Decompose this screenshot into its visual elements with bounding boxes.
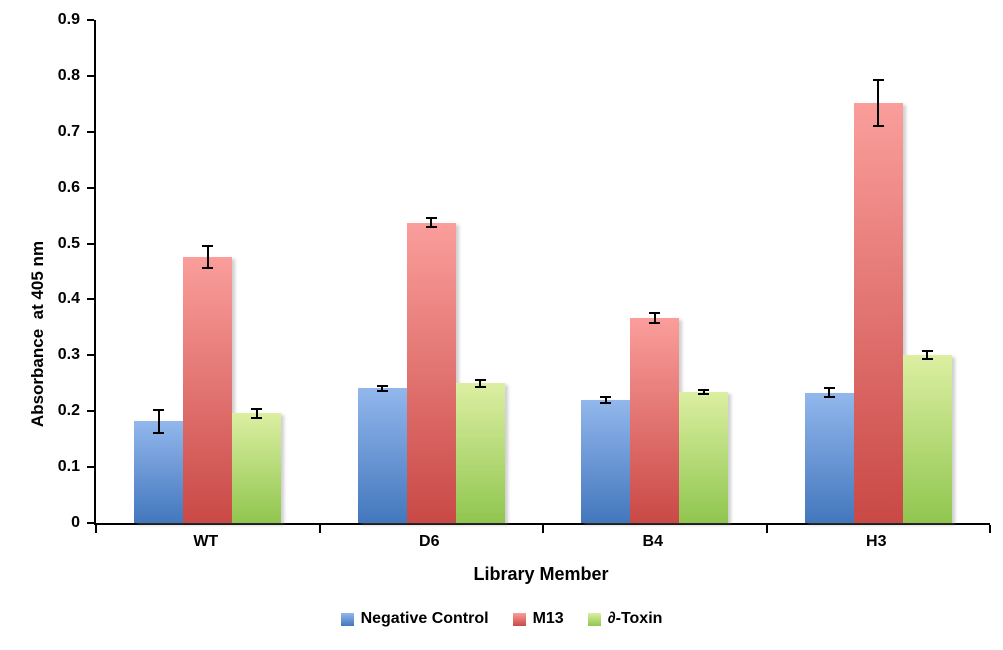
legend-item-m13: M13 — [512, 610, 564, 628]
error-bar-cap — [251, 416, 263, 419]
error-bar-cap — [376, 384, 388, 387]
x-axis-tick — [989, 525, 991, 533]
error-bar-cap — [649, 322, 661, 325]
y-axis-tick — [87, 19, 94, 21]
legend-swatch — [512, 612, 526, 626]
y-tick-label: 0.8 — [57, 66, 80, 84]
y-axis-tick — [87, 410, 94, 413]
y-axis-tick — [87, 130, 94, 133]
error-bar — [877, 80, 880, 127]
legend-swatch — [587, 612, 601, 626]
bar-∂-toxin-B4 — [679, 392, 729, 523]
error-bar-cap — [823, 396, 835, 399]
error-bar-cap — [921, 350, 933, 353]
error-bar-cap — [474, 378, 486, 381]
error-bar — [604, 396, 607, 404]
error-bar — [255, 408, 258, 418]
bar-∂-toxin-WT — [232, 413, 282, 523]
chart-legend: Negative Control M13 ∂-Toxin — [0, 610, 1003, 628]
error-bar-cap — [600, 402, 612, 405]
error-bar-cap — [921, 358, 933, 361]
error-bar-cap — [823, 387, 835, 390]
x-axis-tick — [542, 525, 544, 533]
bar-m13-D6 — [406, 222, 456, 523]
x-axis-tick — [765, 525, 768, 533]
plot-area — [87, 19, 991, 533]
error-bar — [926, 351, 929, 360]
bar-m13-B4 — [630, 318, 680, 523]
y-axis-tick — [87, 466, 94, 469]
x-axis-tick — [95, 525, 97, 533]
category-label-WT: WT — [193, 533, 219, 550]
legend-item-negative-control: Negative Control — [340, 610, 489, 628]
error-bar-cap — [600, 395, 612, 398]
error-bar-cap — [153, 432, 165, 435]
y-axis-tick — [87, 242, 94, 245]
error-bar-cap — [153, 408, 165, 411]
legend-label: Negative Control — [360, 610, 489, 627]
y-tick-label: 0.3 — [57, 346, 80, 364]
x-axis-tick — [318, 525, 321, 533]
error-bar — [206, 246, 209, 268]
error-bar — [479, 379, 482, 387]
y-axis-tick — [87, 354, 94, 357]
y-tick-label: 0.9 — [57, 11, 80, 28]
error-bar-cap — [872, 79, 884, 82]
y-tick-label: 0.6 — [57, 178, 80, 196]
bar-negative-control-WT — [134, 421, 184, 523]
error-bar — [702, 389, 705, 395]
error-bar-cap — [202, 266, 214, 269]
error-bar — [430, 218, 433, 228]
y-tick-label: 0.5 — [57, 234, 80, 252]
y-axis-tick — [87, 74, 94, 77]
x-axis-title: Library Member — [473, 564, 609, 584]
y-axis-tick — [87, 186, 94, 189]
error-bar — [381, 385, 384, 392]
error-bar-cap — [425, 226, 437, 229]
legend-swatch — [340, 612, 354, 626]
error-bar-cap — [474, 385, 486, 388]
error-bar-cap — [698, 388, 710, 391]
category-label-B4: B4 — [642, 533, 663, 550]
y-tick-label: 0.4 — [57, 290, 80, 308]
error-bar-cap — [649, 312, 661, 315]
error-bar-cap — [251, 407, 263, 410]
y-axis-tick-labels: 0 0.1 0.2 0.3 0.4 0.5 0.6 0.7 0.8 0.9 — [0, 11, 80, 531]
y-tick-label: 0.2 — [57, 402, 80, 420]
y-axis-tick — [87, 298, 94, 301]
bar-negative-control-D6 — [357, 388, 407, 523]
error-bar — [828, 388, 831, 398]
y-tick-label: 0.7 — [57, 122, 80, 140]
error-bar — [653, 313, 656, 324]
bar-m13-WT — [183, 256, 233, 523]
error-bar-cap — [376, 390, 388, 393]
error-bar-cap — [872, 125, 884, 128]
category-label-D6: D6 — [419, 533, 440, 550]
legend-label: ∂-Toxin — [607, 610, 663, 627]
error-bar-cap — [698, 393, 710, 396]
y-axis-tick — [87, 522, 94, 524]
bar-negative-control-H3 — [804, 392, 854, 523]
y-tick-label: 0 — [71, 514, 80, 531]
legend-item-∂-toxin: ∂-Toxin — [587, 610, 663, 628]
legend-label: M13 — [532, 610, 564, 627]
bar-∂-toxin-D6 — [455, 383, 505, 523]
bar-∂-toxin-H3 — [902, 355, 952, 523]
category-label-H3: H3 — [866, 533, 887, 550]
bar-negative-control-B4 — [581, 400, 631, 523]
error-bar-cap — [425, 217, 437, 220]
error-bar — [157, 409, 160, 433]
error-bar-cap — [202, 245, 214, 248]
bar-m13-H3 — [853, 103, 903, 523]
y-tick-label: 0.1 — [57, 458, 80, 476]
